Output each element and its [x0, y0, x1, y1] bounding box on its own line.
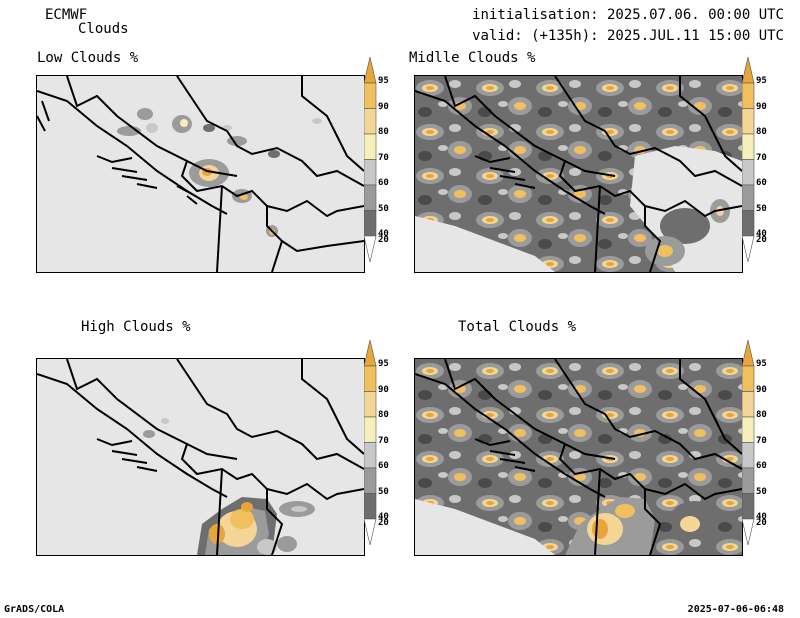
colorbar-segment — [741, 339, 755, 367]
colorbar-tick-label: 20 — [378, 518, 389, 528]
high-borders — [37, 359, 364, 555]
colorbar-tick-label: 70 — [756, 152, 767, 163]
colorbar-tick-label: 95 — [378, 359, 389, 369]
colorbar-segment — [741, 56, 755, 84]
product-name: Clouds — [78, 21, 129, 37]
colorbar-graphic — [741, 56, 755, 263]
colorbar-graphic — [363, 56, 377, 263]
colorbar-segment — [363, 416, 377, 443]
colorbar-segment — [363, 82, 377, 109]
colorbar-tick-label: 80 — [378, 127, 389, 137]
colorbar-segment — [363, 56, 377, 84]
colorbar-segment — [741, 159, 755, 186]
colorbar-tick-label: 80 — [756, 410, 767, 420]
colorbar-segment — [363, 391, 377, 418]
colorbar-tick-label: 40 — [378, 229, 389, 239]
colorbar-tick-label: 20 — [756, 235, 767, 245]
colorbar-segment — [741, 235, 755, 263]
valid-time: valid: (+135h): 2025.JUL.11 15:00 UTC — [472, 28, 784, 44]
colorbar-segment — [741, 133, 755, 160]
colorbar-segment — [363, 518, 377, 546]
colorbar-tick-label: 95 — [378, 76, 389, 86]
colorbar-high: 95 90 80 70 60 50 40 20 — [363, 339, 389, 549]
colorbar-segment — [363, 184, 377, 211]
colorbar-segment — [741, 108, 755, 135]
colorbar-tick-label: 95 — [756, 359, 767, 369]
colorbar-middle: 95 90 80 70 60 50 40 20 — [741, 56, 767, 266]
colorbar-total: 95 90 80 70 60 50 40 20 — [741, 339, 767, 549]
colorbar-segment — [741, 82, 755, 109]
map-middle-clouds — [414, 75, 743, 273]
colorbar-tick-label: 20 — [378, 235, 389, 245]
map-high-clouds — [36, 358, 365, 556]
colorbar-tick-label: 50 — [378, 203, 389, 214]
colorbar-segment — [741, 210, 755, 237]
colorbar-segment — [741, 184, 755, 211]
low-borders — [37, 76, 364, 272]
colorbar-segment — [363, 365, 377, 392]
colorbar-tick-label: 70 — [756, 435, 767, 446]
colorbar-tick-label: 40 — [756, 229, 767, 239]
colorbar-tick-label: 60 — [756, 461, 767, 471]
colorbar-tick-label: 40 — [378, 512, 389, 522]
colorbar-segment — [363, 493, 377, 520]
colorbar-segment — [363, 159, 377, 186]
colorbar-graphic — [363, 339, 377, 546]
panel-title-low: Low Clouds % — [37, 50, 139, 66]
colorbar-tick-label: 50 — [378, 486, 389, 497]
colorbar-tick-label: 90 — [756, 384, 767, 395]
colorbar-tick-label: 90 — [756, 101, 767, 112]
map-low-clouds — [36, 75, 365, 273]
colorbar-segment — [363, 108, 377, 135]
colorbar-tick-label: 70 — [378, 152, 389, 163]
model-name: ECMWF — [45, 7, 88, 23]
footer-software: GrADS/COLA — [4, 604, 65, 615]
colorbar-segment — [363, 210, 377, 237]
colorbar-tick-label: 50 — [756, 486, 767, 497]
middle-borders — [415, 76, 742, 272]
colorbar-tick-label: 70 — [378, 435, 389, 446]
footer-timestamp: 2025-07-06-06:48 — [687, 604, 784, 615]
panel-title-total: Total Clouds % — [458, 319, 577, 335]
colorbar-tick-label: 90 — [378, 384, 389, 395]
colorbar-segment — [363, 339, 377, 367]
colorbar-tick-label: 60 — [378, 178, 389, 188]
colorbar-tick-label: 80 — [756, 127, 767, 137]
initialisation-time: initialisation: 2025.07.06. 00:00 UTC — [472, 7, 784, 23]
colorbar-tick-label: 60 — [756, 178, 767, 188]
map-total-clouds — [414, 358, 743, 556]
colorbar-tick-label: 20 — [756, 518, 767, 528]
colorbar-segment — [741, 493, 755, 520]
colorbar-segment — [741, 442, 755, 469]
colorbar-segment — [741, 391, 755, 418]
colorbar-segment — [363, 442, 377, 469]
colorbar-segment — [741, 467, 755, 494]
colorbar-segment — [741, 416, 755, 443]
colorbar-tick-label: 50 — [756, 203, 767, 214]
colorbar-tick-label: 60 — [378, 461, 389, 471]
colorbar-segment — [363, 235, 377, 263]
colorbar-tick-label: 90 — [378, 101, 389, 112]
total-borders — [415, 359, 742, 555]
panel-title-middle: Midlle Clouds % — [409, 50, 536, 66]
colorbar-tick-label: 80 — [378, 410, 389, 420]
colorbar-segment — [363, 133, 377, 160]
colorbar-low: 95 90 80 70 60 50 40 20 — [363, 56, 389, 266]
colorbar-graphic — [741, 339, 755, 546]
colorbar-tick-label: 95 — [756, 76, 767, 86]
colorbar-segment — [363, 467, 377, 494]
colorbar-tick-label: 40 — [756, 512, 767, 522]
colorbar-segment — [741, 365, 755, 392]
high-cloud-cells — [143, 418, 315, 555]
colorbar-segment — [741, 518, 755, 546]
panel-title-high: High Clouds % — [81, 319, 191, 335]
